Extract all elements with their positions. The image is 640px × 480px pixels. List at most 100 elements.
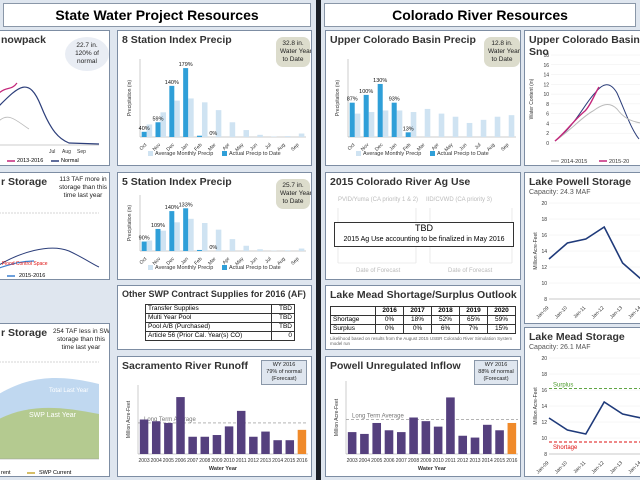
pct-label: 40% (139, 126, 150, 132)
year-bar (421, 421, 431, 454)
year-bar (151, 421, 161, 454)
year-bar (176, 397, 185, 454)
legend-current: rent (1, 470, 11, 476)
mead-outlook-table: 2016 2017 2018 2019 2020 Shortage 0% 18% 52% 65% 5… (329, 306, 517, 334)
avg-bar (466, 122, 473, 137)
y-axis-label: Million Acre-Feet (533, 232, 539, 270)
year-tick: 2013 (260, 458, 271, 464)
snowpack-panel[interactable]: nowpack 22.7 in. 120% of normal Jul Aug Se… (0, 30, 110, 166)
outlook-note: Likelihood based on results from the Aug… (330, 336, 513, 346)
year-tick: 2007 (187, 458, 198, 464)
year-bar (285, 440, 295, 454)
powell-inflow-panel[interactable]: Powell Unregulated Inflow WY 2016 88% of… (325, 356, 521, 477)
storage-chart-2 (0, 361, 99, 474)
legend-swatch-avg (148, 265, 153, 270)
actual-bar (169, 211, 175, 251)
storage-panel-1[interactable]: r Storage 113 TAF more in storage than t… (0, 172, 110, 280)
powell-storage-panel[interactable]: Lake Powell Storage Capacity: 24.3 MAF 2… (524, 172, 640, 324)
storage-note: 113 TAF more in storage than this time l… (57, 176, 109, 200)
year-bar (188, 436, 197, 454)
mead-storage-panel[interactable]: Lake Mead Storage Capacity: 26.1 MAF 20 1… (524, 327, 640, 477)
total-last-year-label: Total Last Year (49, 388, 89, 394)
table-row: Pool A/B (Purchased) TBD (144, 322, 295, 332)
year-tick: 2010 (433, 458, 444, 464)
five-station-panel[interactable]: 5 Station Index Precip 25.7 in. Water Ye… (117, 172, 312, 280)
month-tick: Oct (139, 256, 149, 266)
avg-bar (257, 134, 263, 137)
actual-bar (169, 85, 175, 137)
year-bar (273, 440, 282, 454)
legend-2015-2016: 2015-2016 (19, 273, 46, 279)
month-tick: Feb (402, 142, 412, 152)
avg-bar (354, 113, 361, 137)
year-tick: 2014 (272, 458, 283, 464)
actual-bar (141, 131, 147, 137)
avg-bar (229, 239, 236, 251)
avg-bar (452, 116, 459, 137)
year-tick: 2016 (296, 458, 307, 464)
legend-swatch-actual (430, 151, 435, 156)
x-tick: Jan-12 (591, 305, 606, 320)
ucb-snow-panel[interactable]: Upper Colorado Basin Sno 18 16 14 12 10 8 6 4 2 0… (524, 30, 640, 166)
avg-bar (174, 222, 180, 251)
month-tick: Dec (165, 256, 176, 267)
panel-title: Lake Mead Storage (529, 331, 625, 343)
y-tick: 20 (541, 356, 547, 362)
avg-bar (174, 100, 180, 137)
y-tick: 8 (544, 297, 547, 303)
avg-bar (243, 130, 250, 137)
y-axis-label: Precipitation (in) (335, 80, 341, 116)
pct-label: 109% (151, 223, 165, 229)
avg-label: Long Term Average (352, 413, 404, 419)
section-title-swp: State Water Project Resources (3, 3, 311, 27)
legend-actual: Actual Precip to Date (437, 151, 489, 157)
avg-bar (424, 108, 431, 137)
avg-bar (160, 112, 167, 137)
year-tick: 2009 (211, 458, 222, 464)
year-tick: 2003 (347, 458, 358, 464)
month-tick: Oct (139, 142, 149, 152)
pct-label: 0% (209, 245, 217, 251)
year-tick: 2005 (163, 458, 174, 464)
legend-actual: Actual Precip to Date (229, 151, 281, 157)
actual-bar (196, 135, 202, 137)
row-label: Shortage (329, 315, 377, 325)
avg-bar (201, 102, 208, 137)
five-station-chart: Precipitation (in) 90% Oct 109% Nov 140% Dec 13… (127, 195, 306, 271)
year-bar (360, 433, 369, 454)
year-bar (212, 435, 222, 454)
probability-cell: 0% (375, 324, 405, 334)
year-tick: 2009 (420, 458, 431, 464)
avg-bar (257, 249, 263, 251)
y-axis-label: Million Acre-Feet (126, 400, 132, 438)
year-tick: 2007 (396, 458, 407, 464)
eight-station-panel[interactable]: 8 Station Index Precip 32.8 in. Water Ye… (117, 30, 312, 166)
sacramento-panel[interactable]: Sacramento River Runoff WY 2016 79% of n… (117, 356, 312, 477)
probability-cell: 0% (403, 324, 433, 334)
y-tick: 8 (544, 452, 547, 458)
precip-stamp: 32.8 in. Water Year to Date (276, 37, 311, 67)
legend-swatch-actual (222, 265, 227, 270)
avg-bar (160, 230, 167, 251)
legend-2013-2016: 2013-2016 (17, 158, 44, 164)
year-header: 2018 (431, 306, 461, 316)
y-tick: 2 (546, 131, 549, 137)
panel-title: Powell Unregulated Inflow (330, 360, 461, 372)
avg-bar (201, 223, 208, 251)
ucb-precip-panel[interactable]: Upper Colorado Basin Precip 12.8 in. Wat… (325, 30, 521, 166)
actual-bar (155, 122, 161, 137)
pct-label: 90% (139, 236, 150, 242)
year-tick: 2006 (175, 458, 186, 464)
line-2014-2015 (554, 104, 640, 142)
avg-bar (438, 113, 445, 137)
y-axis-label: Million Acre-Feet (334, 398, 340, 436)
storage-panel-2[interactable]: r Storage 254 TAF less in SWP storage th… (0, 323, 110, 477)
y-tick: 8 (546, 102, 549, 108)
legend-2015-2016: 2015-20 (609, 159, 629, 165)
y-tick: 12 (543, 82, 549, 88)
y-tick: 18 (541, 217, 547, 223)
svg-text:Aug: Aug (62, 149, 71, 155)
month-tick: Jun (249, 142, 259, 152)
probability-cell: 59% (486, 315, 517, 325)
